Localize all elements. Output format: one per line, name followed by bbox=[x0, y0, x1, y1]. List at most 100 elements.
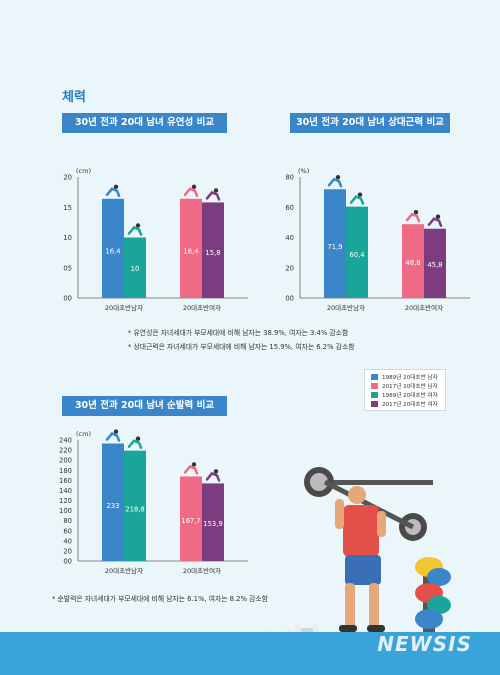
athlete-icon bbox=[113, 429, 119, 434]
power-bar-chart: (cm) 00 20 40 60 80 100 120 140 160 180 200 220 240 23… bbox=[59, 429, 248, 575]
lifter-arm bbox=[377, 511, 386, 537]
bar-value-label: 16,4 bbox=[105, 247, 120, 255]
bar-value-label: 10 bbox=[131, 265, 140, 273]
bar-value-label: 233 bbox=[107, 502, 120, 510]
note-flexibility: * 유연성은 자녀세대가 부모세대에 비해 남자는 38.9%, 여자는 3.4… bbox=[128, 329, 349, 337]
section-title: 체력 bbox=[62, 90, 86, 105]
note-strength: * 상대근력은 자녀세대가 부모세대에 비해 남자는 15.9%, 여자는 6.… bbox=[128, 343, 355, 351]
category-label: 20대초반여자 bbox=[183, 566, 221, 575]
bar bbox=[124, 237, 146, 298]
y-tick-label: 220 bbox=[59, 447, 72, 455]
y-tick-label: 10 bbox=[63, 234, 72, 242]
y-tick-label: 60 bbox=[63, 527, 72, 535]
category-label: 20대초반남자 bbox=[327, 303, 365, 312]
athlete-icon-body bbox=[127, 226, 143, 236]
bar bbox=[424, 228, 446, 298]
athlete-icon-body bbox=[183, 464, 199, 475]
bar-value-label: 16,4 bbox=[183, 247, 198, 255]
y-tick-label: 240 bbox=[59, 437, 72, 445]
legend-item: 2017년 20대초반 여자 bbox=[371, 400, 438, 408]
lifter-leg bbox=[345, 583, 355, 628]
chart-title-strength: 30년 전과 20대 남녀 상대근력 비교 bbox=[290, 113, 450, 133]
bar-value-label: 48,8 bbox=[405, 259, 420, 267]
lifter-shoe bbox=[339, 625, 357, 632]
y-tick-label: 20 bbox=[63, 174, 72, 182]
legend-item: 2017년 20대초반 남자 bbox=[371, 382, 438, 390]
category-label: 20대초반여자 bbox=[405, 303, 443, 312]
legend-swatch bbox=[371, 383, 378, 389]
lifter-torso bbox=[343, 505, 379, 557]
bar bbox=[180, 198, 202, 298]
bar bbox=[402, 224, 424, 298]
y-tick-label: 00 bbox=[63, 295, 72, 303]
y-tick-label: 40 bbox=[285, 234, 294, 242]
bar bbox=[102, 198, 124, 298]
legend-swatch bbox=[371, 392, 378, 398]
bar bbox=[324, 189, 346, 298]
lifter-leg bbox=[369, 583, 379, 628]
athlete-icon-body bbox=[349, 195, 365, 205]
athlete-icon-body bbox=[405, 212, 421, 223]
bar bbox=[102, 443, 124, 561]
athlete-icon bbox=[357, 192, 363, 197]
athlete-icon bbox=[213, 469, 219, 474]
chart-title-flexibility: 30년 전과 20대 남녀 유연성 비교 bbox=[62, 113, 227, 133]
y-tick-label: 15 bbox=[63, 204, 72, 212]
weight-plate-inner bbox=[310, 473, 328, 491]
bar-value-label: 45,8 bbox=[427, 261, 442, 269]
chart-title-power: 30년 전과 20대 남녀 순발력 비교 bbox=[62, 396, 227, 416]
athlete-icon bbox=[113, 184, 119, 189]
y-tick-label: 20 bbox=[63, 547, 72, 555]
legend-swatch bbox=[371, 374, 378, 380]
legend: 1989년 20대초반 남자 2017년 20대초반 남자 1989년 20대초… bbox=[364, 369, 446, 411]
athlete-icon bbox=[191, 184, 197, 189]
flexibility-bar-chart: (cm) 00 05 10 15 20 16,4 10 20대초반남자 16,4 15,8 20대초반… bbox=[63, 167, 248, 312]
bar-value-label: 167,7 bbox=[181, 517, 200, 525]
athlete-icon-body bbox=[327, 177, 343, 188]
y-tick-label: 200 bbox=[59, 457, 72, 465]
athlete-icon-body bbox=[183, 187, 199, 198]
legend-label: 1989년 20대초반 남자 bbox=[382, 375, 438, 381]
lifter-arm bbox=[335, 499, 344, 529]
bar-value-label: 218,8 bbox=[125, 505, 144, 513]
athlete-icon bbox=[135, 436, 141, 441]
barbell-bar-angled bbox=[323, 479, 415, 530]
y-tick-label: 00 bbox=[285, 295, 294, 303]
bar bbox=[202, 483, 224, 561]
bar bbox=[346, 206, 368, 298]
unit-label: (cm) bbox=[76, 167, 91, 175]
bar-value-label: 60,4 bbox=[349, 251, 364, 259]
y-tick-label: 180 bbox=[59, 467, 72, 475]
y-tick-label: 160 bbox=[59, 477, 72, 485]
lifter-shorts bbox=[345, 555, 381, 585]
athlete-icon bbox=[413, 209, 419, 215]
athlete-icon-body bbox=[205, 471, 221, 482]
athlete-icon-body bbox=[127, 439, 143, 449]
y-tick-label: 60 bbox=[285, 204, 294, 212]
barbell-bar bbox=[313, 480, 433, 485]
bar-value-label: 153,9 bbox=[203, 520, 222, 528]
y-tick-label: 120 bbox=[59, 497, 72, 505]
bar-value-label: 15,8 bbox=[205, 249, 220, 257]
athlete-icon bbox=[213, 188, 219, 193]
unit-label: (cm) bbox=[76, 430, 91, 438]
watermark: NEWSIS bbox=[377, 632, 472, 656]
y-tick-label: 40 bbox=[63, 537, 72, 545]
athlete-icon bbox=[335, 175, 341, 180]
legend-swatch bbox=[371, 401, 378, 407]
bar bbox=[202, 202, 224, 298]
bottom-band bbox=[0, 632, 500, 675]
y-tick-label: 20 bbox=[285, 264, 294, 272]
legend-label: 2017년 20대초반 여자 bbox=[382, 402, 438, 408]
y-tick-label: 00 bbox=[63, 558, 72, 566]
y-tick-label: 100 bbox=[59, 507, 72, 515]
y-tick-label: 80 bbox=[63, 517, 72, 525]
athlete-icon-body bbox=[105, 432, 121, 442]
y-tick-label: 80 bbox=[285, 174, 294, 182]
unit-label: (%) bbox=[298, 167, 309, 175]
bar-value-label: 71,9 bbox=[327, 243, 342, 251]
note-power: * 순발력은 자녀세대가 부모세대에 비해 남자는 6.1%, 여자는 8.2%… bbox=[52, 595, 268, 603]
plate-blue bbox=[415, 609, 443, 629]
y-tick-label: 140 bbox=[59, 487, 72, 495]
athlete-icon bbox=[191, 462, 197, 467]
